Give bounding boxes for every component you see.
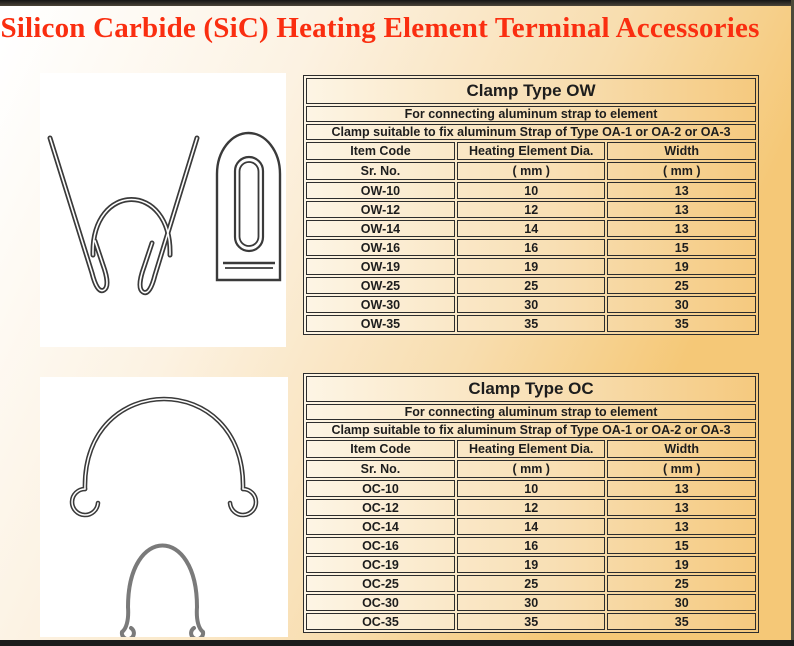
table-row: OC-16 16 15 — [306, 537, 756, 554]
table-row: OW-19 19 19 — [306, 258, 756, 275]
column-header-width: Width — [607, 440, 756, 458]
table-row: OC-25 25 25 — [306, 575, 756, 592]
clamp-type-oc-drawing — [69, 396, 259, 637]
clamp-oc-table: Clamp Type OC For connecting aluminum st… — [303, 373, 759, 633]
table-cell: 12 — [456, 499, 606, 516]
table-cell: OC-14 — [306, 518, 455, 535]
table-cell: 13 — [607, 499, 756, 516]
column-header-item-code: Item Code — [306, 142, 455, 160]
table-title: Clamp Type OC — [306, 376, 756, 402]
table-cell: 12 — [456, 201, 606, 218]
table-cell: OC-35 — [306, 613, 455, 630]
table-row: OC-19 19 19 — [306, 556, 756, 573]
table-cell: 13 — [607, 201, 756, 218]
table-row: OW-16 16 15 — [306, 239, 756, 256]
table-cell: 30 — [456, 296, 606, 313]
right-border-bar — [791, 0, 794, 646]
table-cell: 10 — [456, 480, 606, 497]
table-cell: OC-10 — [306, 480, 455, 497]
product-image-oc — [40, 377, 288, 637]
column-header-dia: Heating Element Dia. — [456, 142, 606, 160]
table-cell: OC-16 — [306, 537, 455, 554]
table-cell: OW-16 — [306, 239, 455, 256]
table-cell: 19 — [607, 556, 756, 573]
unit-header-mm: ( mm ) — [607, 162, 756, 180]
table-cell: OW-14 — [306, 220, 455, 237]
table-row: OC-35 35 35 — [306, 613, 756, 630]
table-cell: OC-25 — [306, 575, 455, 592]
table-cell: OC-30 — [306, 594, 455, 611]
table-note: Clamp suitable to fix aluminum Strap of … — [306, 422, 756, 438]
table-row: OC-10 10 13 — [306, 480, 756, 497]
table-cell: OC-19 — [306, 556, 455, 573]
table-cell: 15 — [607, 239, 756, 256]
table-cell: 25 — [456, 575, 606, 592]
unit-header-sr-no: Sr. No. — [306, 162, 455, 180]
table-cell: 14 — [456, 518, 606, 535]
table-cell: 10 — [456, 182, 606, 199]
table-title: Clamp Type OW — [306, 78, 756, 104]
table-note: Clamp suitable to fix aluminum Strap of … — [306, 124, 756, 140]
table-cell: 13 — [607, 182, 756, 199]
unit-header-mm: ( mm ) — [607, 460, 756, 478]
column-header-dia: Heating Element Dia. — [456, 440, 606, 458]
table-cell: 35 — [607, 613, 756, 630]
table-row: OC-14 14 13 — [306, 518, 756, 535]
table-cell: 35 — [456, 315, 606, 332]
table-note: For connecting aluminum strap to element — [306, 404, 756, 420]
unit-header-sr-no: Sr. No. — [306, 460, 455, 478]
table-row: OW-35 35 35 — [306, 315, 756, 332]
table-cell: 25 — [456, 277, 606, 294]
unit-header-mm: ( mm ) — [456, 460, 606, 478]
table-row: OC-30 30 30 — [306, 594, 756, 611]
table-cell: 14 — [456, 220, 606, 237]
table-cell: 13 — [607, 518, 756, 535]
table-cell: 13 — [607, 220, 756, 237]
table-cell: 16 — [456, 239, 606, 256]
table-cell: OW-30 — [306, 296, 455, 313]
table-cell: OC-12 — [306, 499, 455, 516]
table-cell: 19 — [456, 258, 606, 275]
table-cell: 30 — [456, 594, 606, 611]
table-cell: 25 — [607, 277, 756, 294]
column-header-item-code: Item Code — [306, 440, 455, 458]
table-cell: 30 — [607, 594, 756, 611]
product-image-ow — [40, 73, 286, 347]
table-row: OW-10 10 13 — [306, 182, 756, 199]
table-cell: OW-19 — [306, 258, 455, 275]
table-cell: 19 — [456, 556, 606, 573]
table-row: OW-14 14 13 — [306, 220, 756, 237]
clamp-ow-table: Clamp Type OW For connecting aluminum st… — [303, 75, 759, 335]
table-row: OW-30 30 30 — [306, 296, 756, 313]
table-cell: 15 — [607, 537, 756, 554]
table-cell: 19 — [607, 258, 756, 275]
table-cell: 35 — [456, 613, 606, 630]
table-cell: 25 — [607, 575, 756, 592]
table-cell: OW-12 — [306, 201, 455, 218]
table-cell: OW-25 — [306, 277, 455, 294]
column-header-width: Width — [607, 142, 756, 160]
table-row: OW-25 25 25 — [306, 277, 756, 294]
table-cell: 16 — [456, 537, 606, 554]
unit-header-mm: ( mm ) — [456, 162, 606, 180]
top-border-bar — [0, 0, 794, 6]
table-cell: 30 — [607, 296, 756, 313]
table-row: OC-12 12 13 — [306, 499, 756, 516]
table-cell: OW-10 — [306, 182, 455, 199]
table-cell: OW-35 — [306, 315, 455, 332]
table-note: For connecting aluminum strap to element — [306, 106, 756, 122]
table-cell: 35 — [607, 315, 756, 332]
clamp-type-ow-drawing — [47, 131, 282, 296]
bottom-border-bar — [0, 640, 794, 646]
table-cell: 13 — [607, 480, 756, 497]
table-row: OW-12 12 13 — [306, 201, 756, 218]
page-title: Silicon Carbide (SiC) Heating Element Te… — [0, 12, 760, 44]
